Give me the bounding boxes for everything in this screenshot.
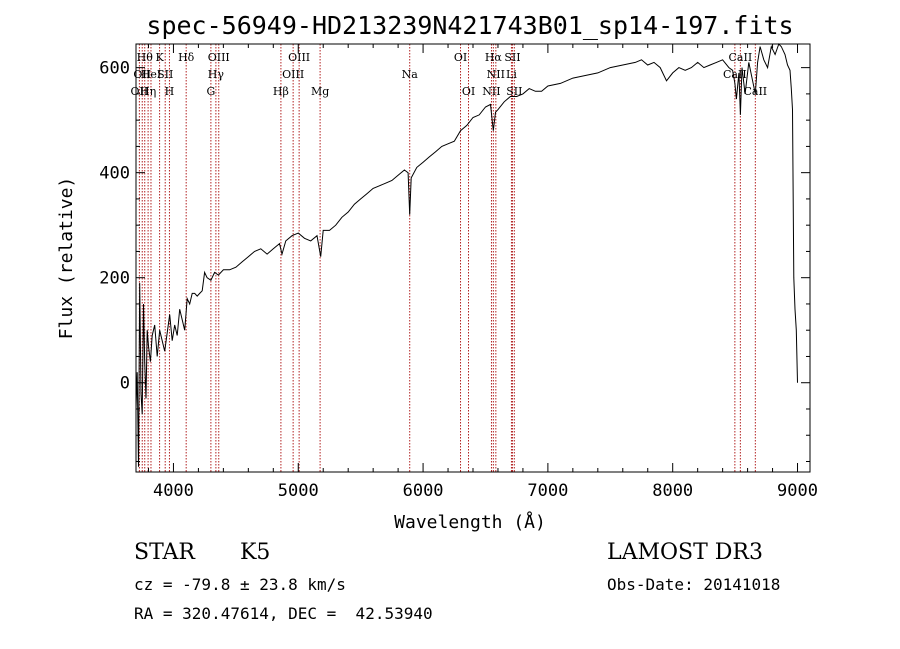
- line-label-19: NII: [482, 85, 500, 98]
- line-label-22: Li: [506, 68, 517, 81]
- line-labels: OII OII Hθ Hη HeI K SII H Hδ G Hγ OIII Hβ OIII OIII Mg N…: [131, 51, 768, 98]
- redshift-readout: cz = -79.8 ± 23.8 km/s: [134, 575, 346, 594]
- x-tick-label: 5000: [278, 481, 319, 501]
- y-tick-label: 200: [99, 269, 130, 289]
- line-label-11: OIII: [208, 51, 230, 64]
- line-label-4: HeI: [141, 68, 161, 81]
- x-axis: 4000 5000 6000 7000 8000 9000: [147, 44, 818, 501]
- line-label-25: CaII: [723, 68, 747, 81]
- line-label-23: SII: [504, 51, 520, 64]
- line-label-8: Hδ: [178, 51, 195, 64]
- line-label-0: OII: [131, 85, 149, 98]
- line-label-2: Hθ: [137, 51, 154, 64]
- line-label-18: OI: [462, 85, 475, 98]
- x-tick-label: 7000: [527, 481, 568, 501]
- line-label-16: Na: [402, 68, 419, 81]
- line-label-12: Hβ: [273, 85, 289, 98]
- line-label-3: Hη: [140, 85, 156, 98]
- x-axis-label: Wavelength (Å): [394, 511, 546, 533]
- y-tick-label: 400: [99, 164, 130, 184]
- obs-date: Obs-Date: 20141018: [607, 575, 781, 594]
- survey-name: LAMOST DR3: [607, 540, 763, 565]
- line-label-6: SII: [157, 68, 173, 81]
- line-label-1: OII: [133, 68, 151, 81]
- line-markers: [138, 44, 756, 472]
- line-label-10: Hγ: [208, 68, 225, 81]
- line-label-21: NII: [487, 68, 505, 81]
- y-tick-label: 600: [99, 59, 130, 79]
- spectrum-line: [135, 43, 798, 467]
- line-label-5: K: [155, 51, 164, 64]
- x-tick-label: 6000: [403, 481, 444, 501]
- line-label-14: OIII: [288, 51, 310, 64]
- y-tick-label: 0: [120, 374, 130, 394]
- line-label-26: CaII: [729, 51, 753, 64]
- y-axis-label: Flux (relative): [56, 177, 77, 340]
- chart-title: spec-56949-HD213239N421743B01_sp14-197.f…: [146, 11, 793, 40]
- line-label-9: G: [206, 85, 215, 98]
- line-label-20: Hα: [485, 51, 503, 64]
- line-label-7: H: [165, 85, 175, 98]
- object-subclass: K5: [240, 540, 271, 565]
- plot-frame: [135, 43, 811, 473]
- x-tick-label: 4000: [153, 481, 194, 501]
- y-axis: 0 200 400 600: [99, 59, 810, 462]
- line-label-17: OI: [454, 51, 467, 64]
- object-class: STAR: [134, 540, 195, 565]
- line-label-13: OIII: [282, 68, 304, 81]
- x-tick-label: 9000: [777, 481, 818, 501]
- coordinates: RA = 320.47614, DEC = 42.53940: [134, 604, 433, 623]
- line-label-15: Mg: [311, 85, 329, 98]
- line-label-24: SII: [506, 85, 522, 98]
- x-tick-label: 8000: [652, 481, 693, 501]
